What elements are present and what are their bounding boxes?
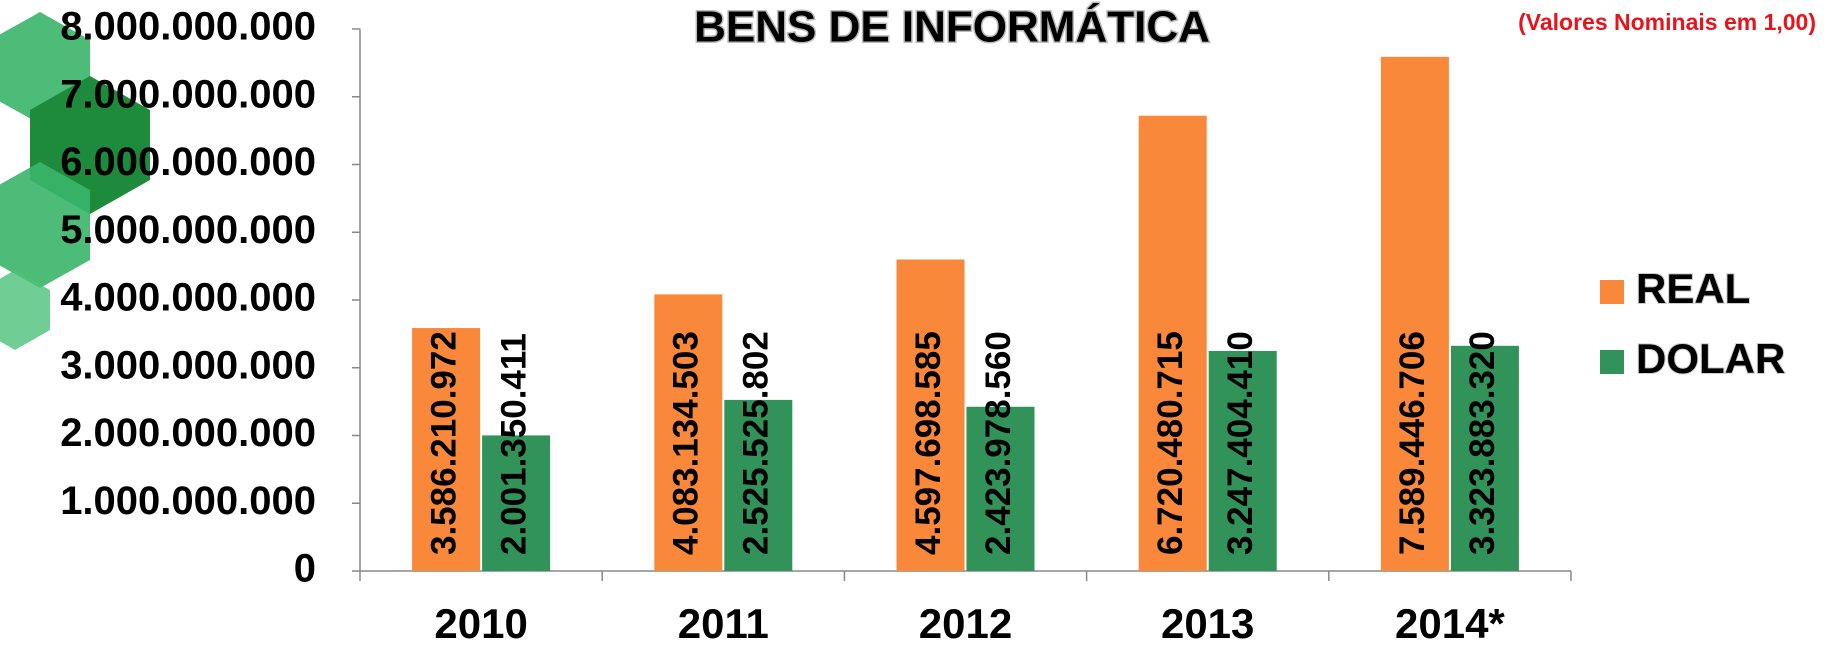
data-label: 4.083.134.503 [667,331,706,555]
legend-label: REAL [1636,265,1750,312]
chart-subtitle: (Valores Nominais em 1,00) [1518,9,1816,35]
legend-label: DOLAR [1636,335,1785,382]
legend-swatch [1600,280,1624,304]
bar [1208,350,1277,571]
y-tick-label: 8.000.000.000 [60,5,316,49]
y-tick-label: 4.000.000.000 [60,276,316,320]
legend-swatch [1600,350,1624,374]
bar [482,435,551,571]
bar [724,399,793,571]
data-label: 2.001.350.411 [494,333,533,555]
y-tick-label: 3.000.000.000 [60,343,316,387]
data-label: 4.597.698.585 [909,331,948,555]
y-tick-label: 1.000.000.000 [60,479,316,523]
bar [1380,56,1449,571]
data-label: 2.423.978.560 [979,331,1018,555]
data-label: 2.525.525.802 [737,331,776,555]
decoration [0,12,150,350]
x-tick-label: 2014* [1395,600,1505,647]
x-tick-label: 2010 [434,600,527,647]
bar [654,294,723,571]
data-label: 7.589.446.706 [1393,331,1432,555]
data-label: 3.247.404.410 [1221,331,1260,555]
x-tick-label: 2011 [678,600,769,647]
chart-title: BENS DE INFORMÁTICA [694,2,1210,52]
bar [966,406,1035,571]
y-tick-label: 0 [294,547,316,591]
y-tick-label: 2.000.000.000 [60,411,316,455]
bar [1138,115,1207,571]
y-tick-label: 6.000.000.000 [60,140,316,184]
y-tick-label: 7.000.000.000 [60,72,316,116]
x-tick-label: 2013 [1161,600,1254,647]
x-tick-label: 2012 [919,600,1012,647]
data-label: 3.323.883.320 [1463,331,1502,555]
y-tick-label: 5.000.000.000 [60,208,316,252]
bar [896,259,965,571]
data-label: 6.720.480.715 [1151,331,1190,555]
bar [412,328,481,571]
data-label: 3.586.210.972 [424,331,463,555]
bar [1450,345,1519,571]
